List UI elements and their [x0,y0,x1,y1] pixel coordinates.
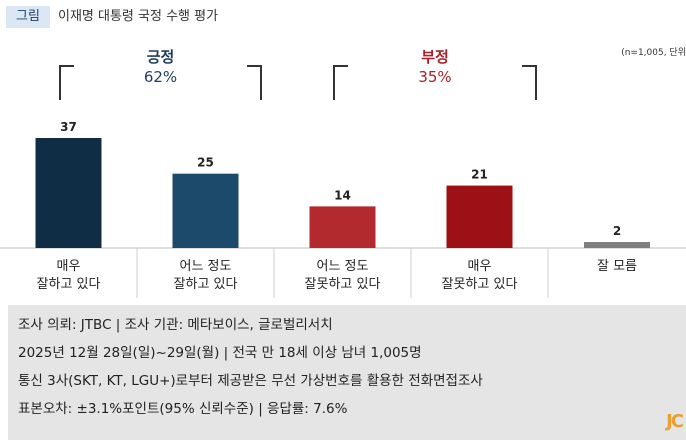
positive-group-label: 긍정 [147,48,175,66]
negative-bracket-right [522,65,537,100]
survey-error: 표본오차: ±3.1%포인트(95% 신뢰수준) | 응답률: 7.6% [18,401,348,417]
category-label: 잘못하고 있다 [442,277,518,292]
bar-5 [584,242,650,248]
figure-title: 이재명 대통령 국정 수행 평가 [58,9,219,24]
sample-note: (n=1,005, 단위 [621,48,686,58]
positive-bracket-right [247,65,262,100]
broadcaster-logo: JC [666,411,684,432]
category-label: 잘하고 있다 [37,277,101,292]
bar-1 [35,138,102,248]
bar-value-label: 2 [613,224,621,238]
bar-4 [446,185,513,248]
bar-2 [172,173,239,248]
survey-sponsor: 조사 의뢰: JTBC | 조사 기관: 메타보이스, 글로벌리서치 [18,317,333,333]
bar-value-label: 21 [471,168,488,182]
bar-value-label: 25 [197,156,214,170]
category-label: 어느 정도 [317,259,369,274]
survey-period: 2025년 12월 28일(일)~29일(월) | 전국 만 18세 이상 남녀… [18,345,422,361]
positive-group-percent: 62% [144,68,177,86]
category-label: 매우 [468,259,492,274]
survey-info-box: 조사 의뢰: JTBC | 조사 기관: 메타보이스, 글로벌리서치 2025년… [8,305,686,440]
negative-bracket-left [333,65,348,100]
category-label: 매우 [57,259,81,274]
category-label: 잘못하고 있다 [305,277,381,292]
category-label: 어느 정도 [180,259,232,274]
figure-tag: 그림 [6,6,50,28]
category-label: 잘하고 있다 [174,277,238,292]
figure-header: 그림 이재명 대통령 국정 수행 평가 [0,0,686,32]
positive-bracket-left [59,65,74,100]
negative-group-percent: 35% [418,68,451,86]
category-label: 잘 모름 [597,259,637,274]
bar-value-label: 37 [60,120,77,134]
survey-method: 통신 3사(SKT, KT, LGU+)로부터 제공받은 무선 가상번호를 활용… [18,373,483,389]
bar-value-label: 14 [334,188,351,202]
negative-group-label: 부정 [421,48,449,66]
bar-3 [309,206,376,248]
